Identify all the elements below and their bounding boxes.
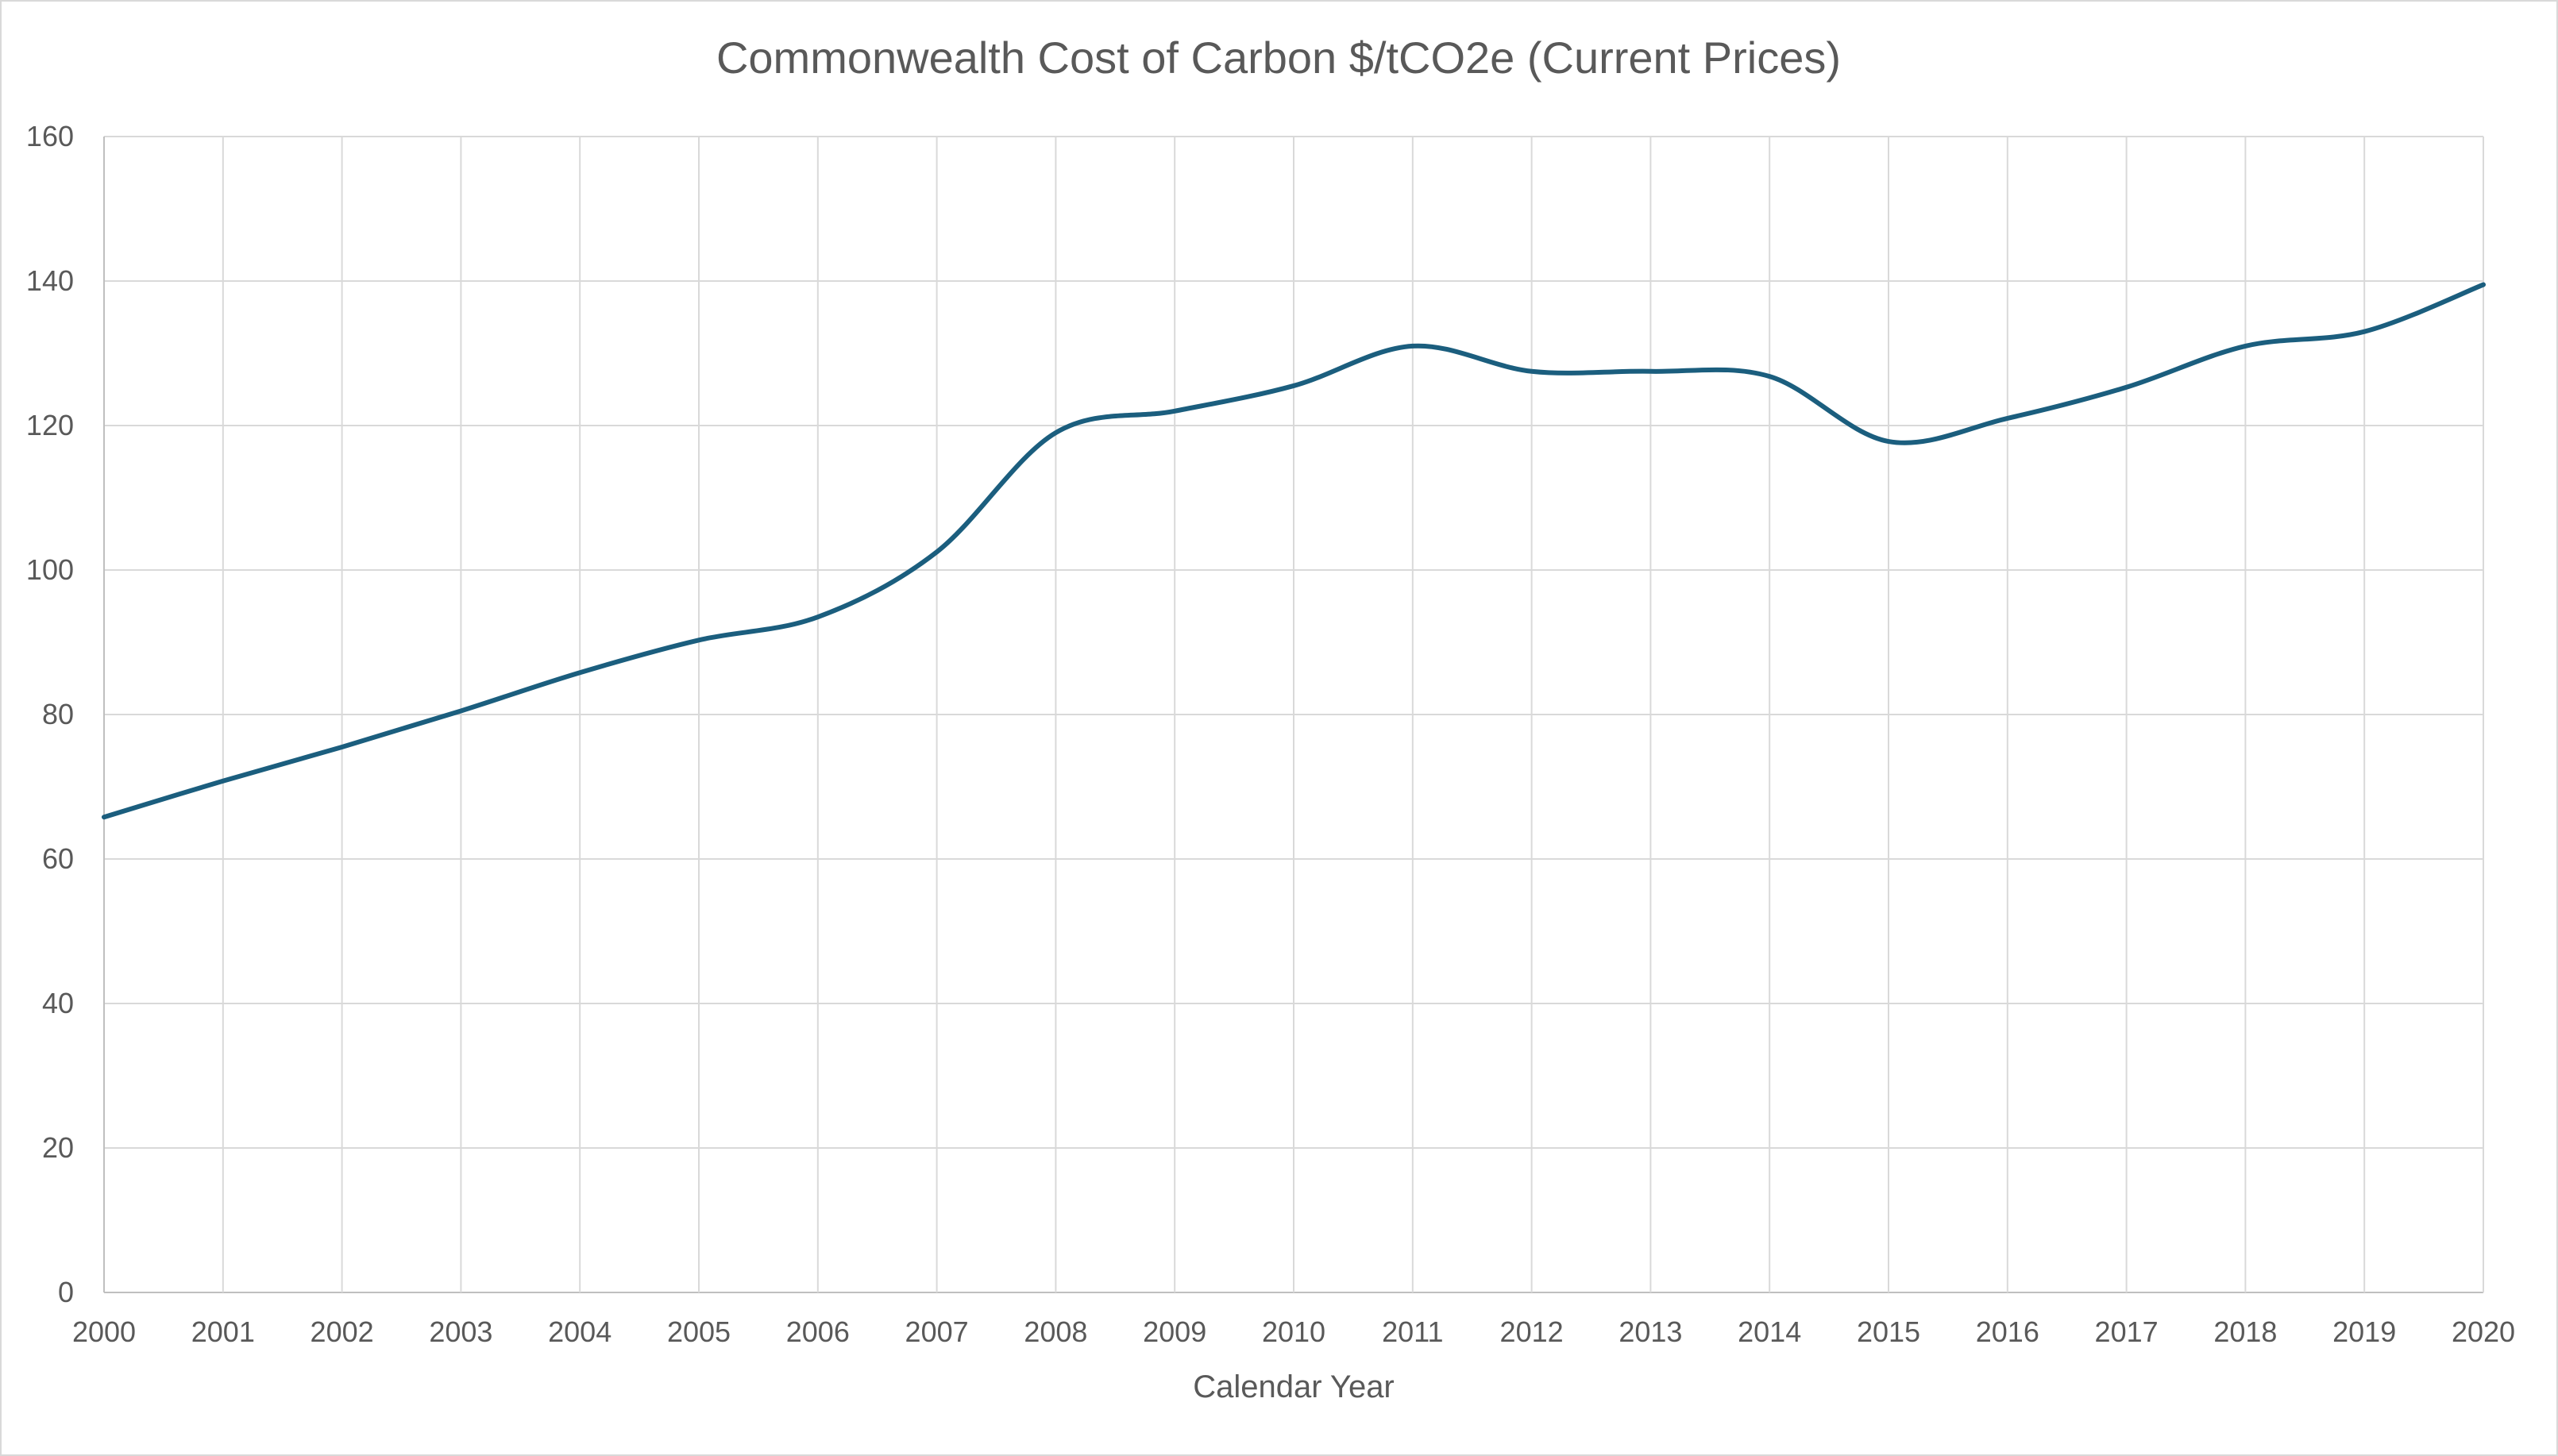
y-axis-ticks: 0 20 40 60 80 100 120 140 160 bbox=[26, 120, 74, 1308]
x-tick-label: 2013 bbox=[1619, 1315, 1682, 1348]
x-axis-title: Calendar Year bbox=[1193, 1369, 1395, 1404]
x-tick-label: 2012 bbox=[1500, 1315, 1564, 1348]
data-point bbox=[1530, 369, 1534, 374]
data-point bbox=[2243, 344, 2247, 349]
y-tick-label: 40 bbox=[42, 987, 74, 1019]
y-tick-label: 20 bbox=[42, 1131, 74, 1164]
data-point bbox=[221, 779, 226, 784]
data-point bbox=[1410, 344, 1415, 349]
data-point bbox=[1648, 369, 1653, 374]
data-point bbox=[1053, 430, 1058, 435]
x-tick-label: 2004 bbox=[548, 1315, 612, 1348]
data-point bbox=[816, 614, 820, 619]
x-tick-label: 2015 bbox=[1857, 1315, 1920, 1348]
x-tick-label: 2008 bbox=[1024, 1315, 1087, 1348]
data-point bbox=[2124, 385, 2129, 390]
x-tick-label: 2006 bbox=[786, 1315, 850, 1348]
data-point bbox=[1886, 439, 1891, 444]
x-tick-label: 2014 bbox=[1738, 1315, 1801, 1348]
x-tick-label: 2018 bbox=[2213, 1315, 2277, 1348]
x-tick-label: 2020 bbox=[2452, 1315, 2515, 1348]
data-point bbox=[340, 745, 345, 749]
x-tick-label: 2001 bbox=[191, 1315, 255, 1348]
y-tick-label: 80 bbox=[42, 698, 74, 730]
x-tick-label: 2003 bbox=[429, 1315, 492, 1348]
x-tick-label: 2000 bbox=[72, 1315, 136, 1348]
x-tick-label: 2016 bbox=[1976, 1315, 2039, 1348]
x-tick-label: 2011 bbox=[1382, 1315, 1443, 1348]
y-tick-label: 100 bbox=[26, 553, 74, 586]
data-point bbox=[1767, 374, 1772, 379]
y-tick-label: 120 bbox=[26, 409, 74, 441]
data-point bbox=[1172, 409, 1177, 414]
data-point bbox=[935, 549, 939, 554]
data-point bbox=[102, 815, 106, 819]
x-tick-label: 2010 bbox=[1262, 1315, 1325, 1348]
chart-title: Commonwealth Cost of Carbon $/tCO2e (Cur… bbox=[716, 33, 1841, 83]
y-tick-label: 160 bbox=[26, 120, 74, 152]
x-tick-label: 2009 bbox=[1143, 1315, 1206, 1348]
x-tick-label: 2019 bbox=[2332, 1315, 2396, 1348]
series-layer bbox=[102, 282, 2486, 820]
data-point bbox=[577, 670, 582, 675]
data-point bbox=[458, 708, 463, 713]
y-tick-label: 60 bbox=[42, 842, 74, 875]
x-axis-ticks: 2000 2001 2002 2003 2004 2005 2006 2007 2008 2009… bbox=[72, 1315, 2515, 1348]
y-tick-label: 140 bbox=[26, 264, 74, 297]
data-point bbox=[1291, 383, 1296, 388]
data-point bbox=[696, 637, 701, 642]
series-line bbox=[102, 282, 2486, 820]
x-tick-label: 2007 bbox=[905, 1315, 969, 1348]
x-tick-label: 2017 bbox=[2095, 1315, 2159, 1348]
x-tick-label: 2005 bbox=[667, 1315, 731, 1348]
data-point bbox=[2005, 416, 2010, 421]
y-tick-label: 0 bbox=[58, 1276, 74, 1308]
gridlines bbox=[103, 136, 2484, 1293]
data-point bbox=[2362, 329, 2367, 334]
x-tick-label: 2002 bbox=[311, 1315, 374, 1348]
data-point bbox=[2481, 283, 2486, 287]
